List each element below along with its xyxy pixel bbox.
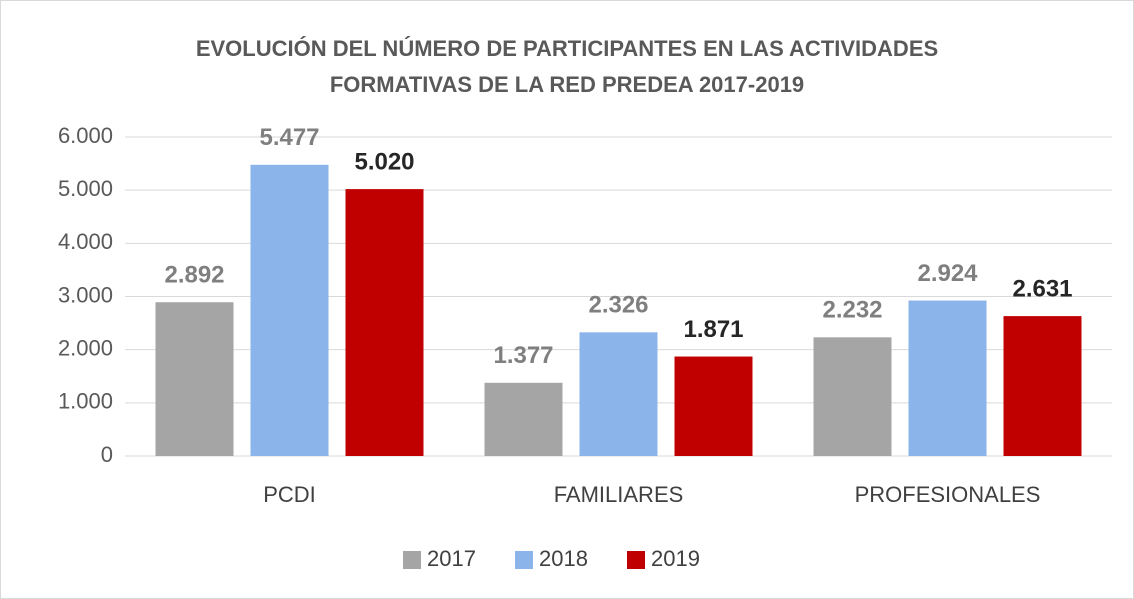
value-label: 2.924 (917, 260, 978, 287)
x-tick-label: PROFESIONALES (855, 482, 1041, 507)
value-label: 2.892 (164, 262, 224, 289)
value-label: 2.232 (822, 297, 882, 324)
y-tick-label: 3.000 (58, 282, 113, 307)
value-label: 5.020 (354, 148, 414, 175)
y-tick-label: 4.000 (58, 229, 113, 254)
bar (813, 337, 892, 456)
bar (155, 302, 234, 456)
value-label: 1.377 (493, 342, 553, 369)
legend-swatch (403, 551, 421, 569)
value-label: 5.477 (259, 124, 319, 151)
value-label: 2.326 (588, 292, 648, 319)
x-tick-label: PCDI (263, 482, 316, 507)
bar (908, 300, 987, 456)
bar (250, 164, 329, 457)
chart-title: EVOLUCIÓN DEL NÚMERO DE PARTICIPANTES EN… (196, 36, 938, 61)
bar (579, 332, 658, 456)
y-tick-label: 1.000 (58, 389, 113, 414)
value-label: 2.631 (1012, 275, 1072, 302)
y-tick-label: 0 (101, 442, 113, 467)
y-tick-label: 5.000 (58, 176, 113, 201)
legend-label: 2017 (427, 546, 476, 571)
bar (674, 356, 753, 456)
legend-swatch (515, 551, 533, 569)
bar (1003, 316, 1082, 456)
legend-label: 2019 (651, 546, 700, 571)
bar (484, 382, 563, 456)
y-tick-label: 2.000 (58, 335, 113, 360)
bar (345, 189, 424, 456)
legend-swatch (627, 551, 645, 569)
value-label: 1.871 (683, 316, 743, 343)
legend-label: 2018 (539, 546, 588, 571)
x-tick-label: FAMILIARES (554, 482, 684, 507)
y-tick-label: 6.000 (58, 123, 113, 148)
chart-title: FORMATIVAS DE LA RED PREDEA 2017-2019 (330, 72, 804, 97)
